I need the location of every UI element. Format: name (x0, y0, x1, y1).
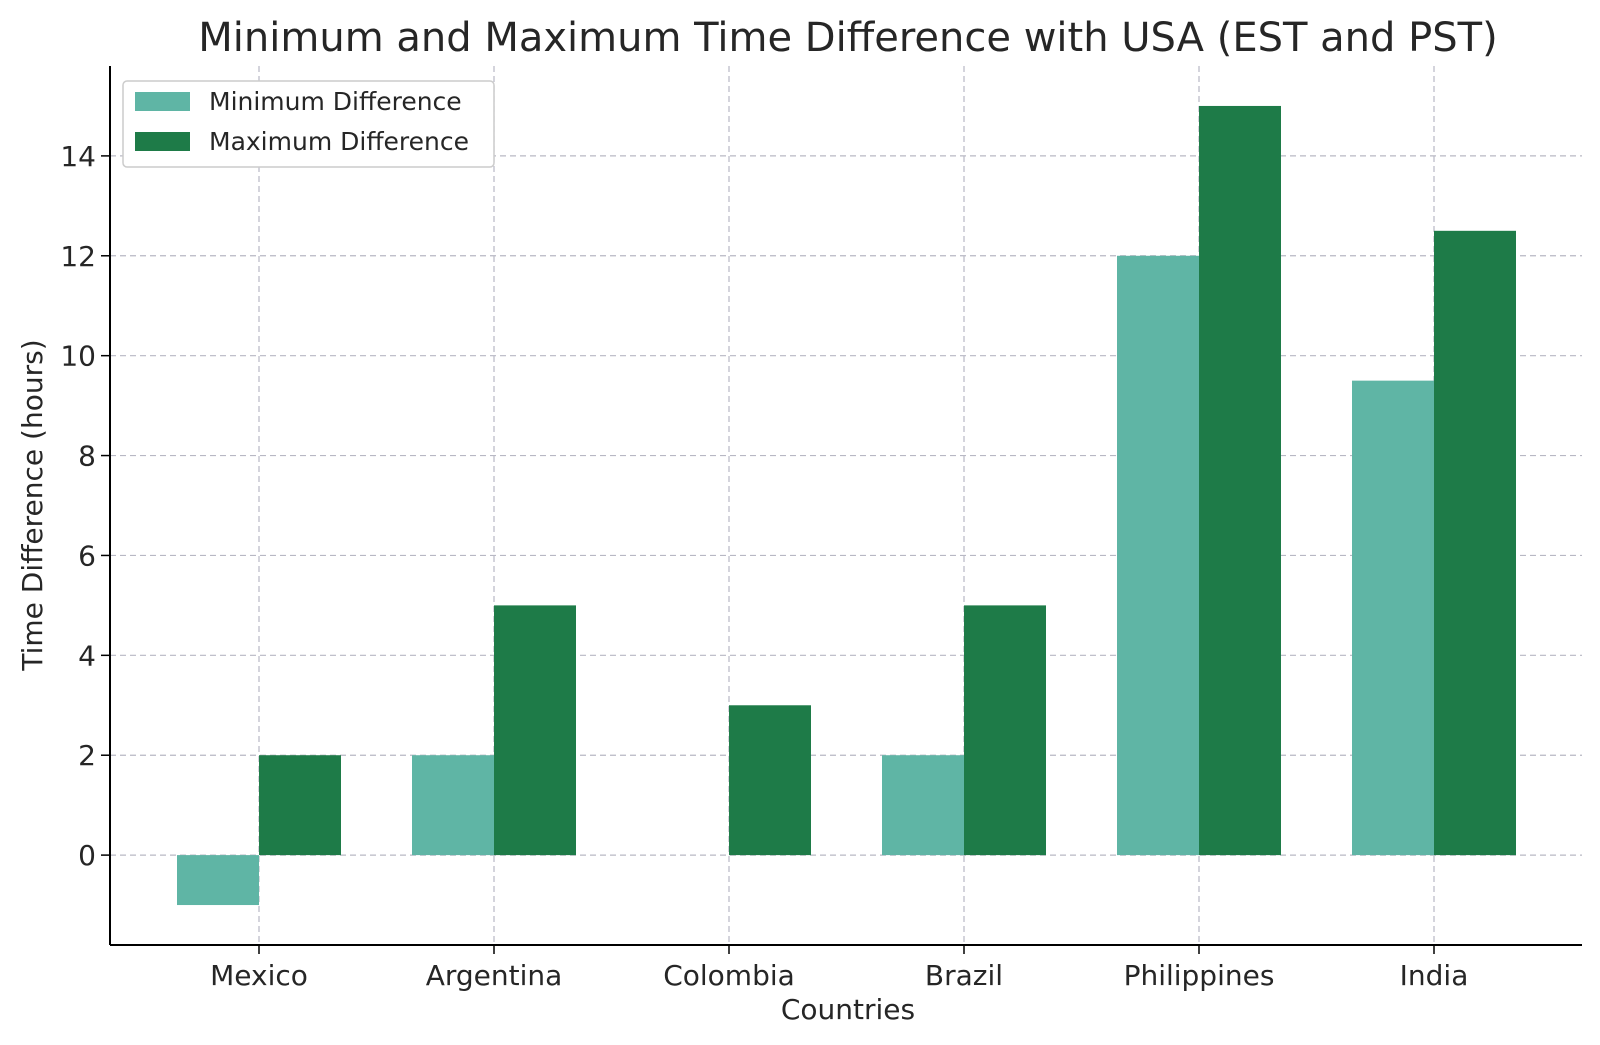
legend-label: Maximum Difference (209, 127, 469, 156)
tick-labels: 0 2 4 6 8 10 12 14 Mexico Argentina Colombia Brazil… (60, 140, 1468, 992)
legend-swatch (135, 92, 190, 111)
y-tick-label: 10 (60, 340, 96, 373)
bars (177, 105, 1516, 906)
bar-maximum-mexico (259, 755, 341, 856)
bar-minimum-brazil (882, 755, 964, 856)
bar-minimum-philippines (1117, 255, 1199, 856)
x-tick-label: Argentina (426, 959, 563, 992)
y-tick-label: 0 (78, 839, 96, 872)
chart-title: Minimum and Maximum Time Difference with… (198, 15, 1497, 61)
y-tick-label: 8 (78, 440, 96, 473)
axes (101, 66, 1582, 954)
bar-minimum-india (1352, 380, 1434, 856)
x-tick-label: Colombia (663, 959, 795, 992)
legend-swatch (135, 132, 190, 151)
legend-box (122, 80, 495, 168)
bar-maximum-brazil (964, 605, 1046, 856)
bar-maximum-philippines (1199, 105, 1281, 856)
y-tick-label: 4 (78, 639, 96, 672)
bar-minimum-mexico (177, 855, 259, 906)
y-tick-label: 14 (60, 140, 96, 173)
x-tick-label: India (1400, 959, 1469, 992)
y-tick-label: 12 (60, 240, 96, 273)
x-tick-label: Mexico (210, 959, 308, 992)
y-tick-label: 6 (78, 539, 96, 572)
bar-maximum-argentina (494, 605, 576, 856)
y-axis-label: Time Difference (hours) (16, 339, 49, 671)
bar-maximum-india (1434, 230, 1516, 856)
x-tick-label: Philippines (1124, 959, 1275, 992)
y-tick-label: 2 (78, 739, 96, 772)
legend: Minimum Difference Maximum Difference (122, 80, 495, 168)
x-axis-label: Countries (781, 993, 915, 1026)
legend-label: Minimum Difference (209, 87, 462, 116)
x-tick-label: Brazil (925, 959, 1003, 992)
bar-maximum-colombia (729, 705, 811, 856)
bar-minimum-argentina (412, 755, 494, 856)
